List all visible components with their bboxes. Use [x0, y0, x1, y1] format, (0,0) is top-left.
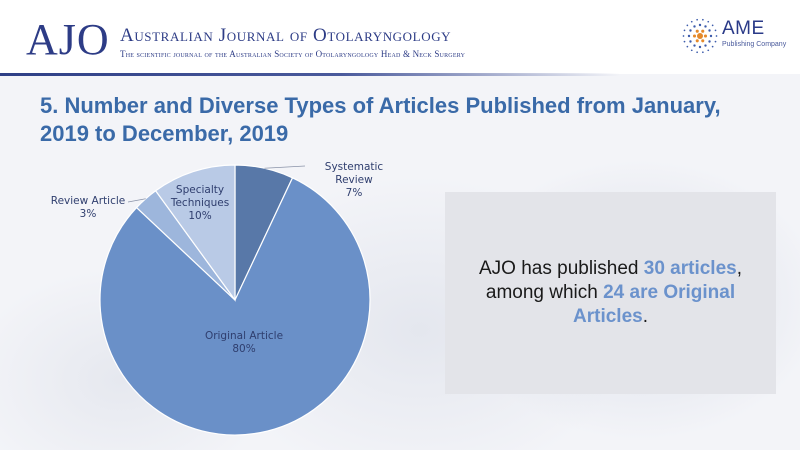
pie-slice-original-article	[99, 177, 371, 436]
pie-category-label: Systematic	[325, 161, 384, 173]
ajo-logo: AJO	[26, 15, 110, 64]
pie-value-label: 7%	[346, 187, 363, 199]
journal-subtitle: The scientific journal of the Australian…	[120, 49, 466, 59]
pie-value-label: 10%	[188, 210, 211, 222]
header-divider	[0, 73, 620, 76]
summary-highlight-original: 24 are Original Articles	[573, 282, 736, 327]
summary-callout: AJO has published 30 articles, among whi…	[445, 192, 776, 394]
summary-text-part3: .	[642, 306, 648, 327]
publisher-subtitle: Publishing Company	[722, 41, 787, 48]
leader-line	[264, 165, 306, 169]
summary-text-part2: , among which	[485, 258, 742, 303]
pie-value-label: 3%	[80, 208, 97, 220]
slide-title-line1: 5. Number and Diverse Types of Articles …	[40, 93, 721, 118]
pie-slice-specialty-techniques	[154, 164, 236, 302]
pie-value-label: 80%	[232, 343, 255, 355]
leader-line	[127, 198, 146, 203]
summary-text: AJO has published 30 articles, among whi…	[461, 257, 761, 329]
summary-text-part1: AJO has published	[478, 258, 644, 279]
pie-category-label: Review	[335, 174, 373, 186]
pie-category-label: Review Article	[51, 195, 125, 207]
pie-category-label: Original Article	[205, 330, 283, 342]
pie-category-label: Specialty	[176, 184, 224, 196]
summary-highlight-articles: 30 articles	[643, 258, 737, 279]
journal-title: Australian Journal of Otolaryngology	[120, 25, 452, 46]
slide-title-line2: 2019 to December, 2019	[40, 121, 289, 146]
publisher-name: AME	[722, 18, 765, 39]
pie-category-label: Techniques	[170, 197, 229, 209]
slide-title: 5. Number and Diverse Types of Articles …	[40, 92, 780, 148]
header: AJO Australian Journal of Otolaryngology…	[0, 0, 800, 74]
ame-globe-icon	[682, 18, 718, 54]
